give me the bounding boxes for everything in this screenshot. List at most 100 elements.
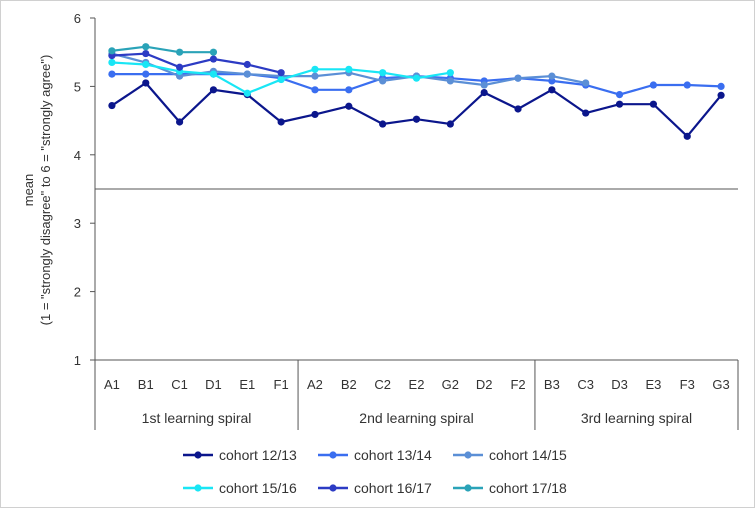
group-label: 2nd learning spiral [359, 410, 473, 426]
data-point [142, 60, 150, 69]
data-point [412, 74, 421, 82]
x-tick-label: F2 [510, 377, 525, 392]
data-point [717, 82, 725, 90]
y-axis-label-line-1: mean [21, 174, 36, 207]
data-point [311, 110, 319, 119]
legend-label: cohort 16/17 [354, 480, 432, 496]
x-tick-label: D2 [476, 377, 493, 392]
data-point [142, 79, 150, 87]
legend-item: cohort 16/17 [318, 480, 432, 496]
legend-swatch-marker [329, 451, 337, 459]
legend-item: cohort 12/13 [183, 447, 297, 463]
data-point [649, 100, 657, 108]
data-point [446, 120, 454, 128]
y-tick-label: 3 [74, 216, 81, 231]
legend-swatch-marker [464, 484, 472, 492]
legend-label: cohort 12/13 [219, 447, 297, 463]
data-point [345, 65, 353, 73]
data-point [142, 43, 150, 51]
data-point [176, 118, 184, 126]
data-point [209, 86, 218, 94]
data-point [514, 105, 522, 113]
data-point [615, 100, 624, 108]
x-tick-label: C1 [171, 377, 188, 392]
data-point [277, 69, 285, 77]
data-point [683, 132, 691, 140]
data-point [108, 47, 116, 55]
data-point [142, 70, 150, 78]
data-point [176, 63, 184, 71]
data-point [345, 102, 353, 110]
legend-label: cohort 14/15 [489, 447, 567, 463]
data-point [142, 49, 150, 58]
data-point [108, 58, 116, 67]
y-tick-label: 2 [74, 285, 81, 300]
series-layer [108, 43, 725, 140]
legend-label: cohort 15/16 [219, 480, 297, 496]
legend-swatch-marker [329, 484, 337, 492]
data-point [277, 118, 285, 126]
data-point [243, 89, 251, 97]
y-tick-label: 5 [74, 79, 81, 94]
data-point [480, 81, 488, 89]
x-tick-label: D3 [611, 377, 628, 392]
data-point [345, 86, 353, 94]
legend-swatch-marker [464, 451, 472, 459]
data-point [277, 75, 285, 84]
data-point [615, 91, 624, 99]
data-point [379, 120, 387, 128]
data-point [514, 74, 522, 82]
x-tick-label: G3 [712, 377, 729, 392]
data-point [379, 69, 387, 77]
data-point [108, 101, 116, 110]
series-cohort-12-13 [108, 79, 725, 140]
x-tick-label: B1 [138, 377, 154, 392]
x-tick-label: A1 [104, 377, 120, 392]
x-tick-label: E3 [645, 377, 661, 392]
data-point [582, 79, 590, 87]
series-line [111, 45, 214, 54]
data-point [683, 81, 691, 89]
legend-item: cohort 17/18 [453, 480, 567, 496]
data-point [717, 91, 725, 99]
group-label: 1st learning spiral [142, 410, 252, 426]
x-tick-label: E1 [239, 377, 255, 392]
series-line [111, 52, 282, 74]
data-point [108, 70, 116, 78]
x-tick-label: C2 [374, 377, 391, 392]
x-tick-label: A2 [307, 377, 323, 392]
legend-item: cohort 15/16 [183, 480, 297, 496]
x-tick-label: B2 [341, 377, 357, 392]
x-tick-label: G2 [442, 377, 459, 392]
data-point [379, 77, 387, 85]
legend-label: cohort 13/14 [354, 447, 432, 463]
legend-item: cohort 14/15 [453, 447, 567, 463]
data-point [311, 86, 319, 94]
legend-label: cohort 17/18 [489, 480, 567, 496]
y-axis: 1 2 3 4 5 6 [74, 11, 96, 368]
legend-swatch-marker [194, 451, 202, 459]
data-point [243, 60, 251, 69]
data-point [446, 77, 454, 85]
series-cohort-17-18 [108, 43, 218, 56]
data-point [582, 109, 590, 117]
x-tick-label: F1 [274, 377, 289, 392]
legend-item: cohort 13/14 [318, 447, 432, 463]
y-tick-label: 1 [74, 353, 81, 368]
series-cohort-16-17 [108, 49, 285, 77]
data-point [446, 69, 454, 77]
data-point [209, 48, 218, 56]
y-tick-label: 4 [74, 148, 81, 163]
data-point [243, 70, 251, 78]
group-label: 3rd learning spiral [581, 410, 692, 426]
y-tick-label: 6 [74, 11, 81, 26]
data-point [209, 55, 218, 63]
data-point [480, 88, 488, 97]
x-axis: A1 B1 C1 D1 E1 F1 A2 B2 C2 E2 G2 D2 F2 B3 C3 D3 E3 F3 G3 1s… [94, 359, 739, 430]
legend-swatch-marker [194, 484, 202, 492]
data-point [548, 86, 556, 94]
data-point [176, 48, 184, 56]
data-point [311, 72, 319, 80]
